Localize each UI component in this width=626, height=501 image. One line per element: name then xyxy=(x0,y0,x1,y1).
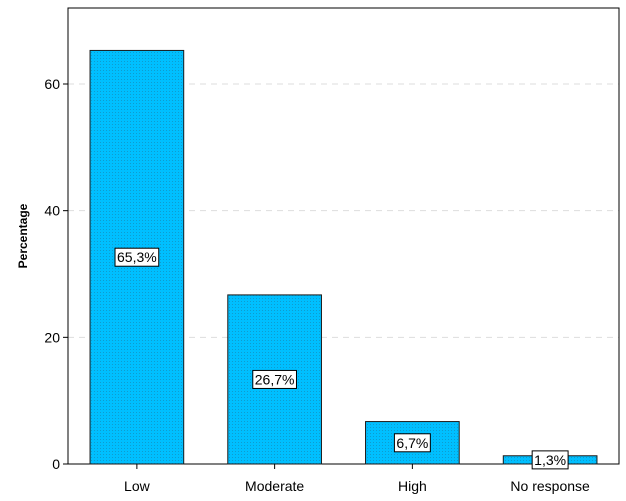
data-label: 1,3% xyxy=(531,450,569,470)
data-label-box xyxy=(393,433,431,453)
x-tick-label: High xyxy=(398,478,427,494)
y-tick-label: 40 xyxy=(44,203,60,219)
data-label-box xyxy=(252,369,297,389)
y-axis-ticks: 0 20 40 60 xyxy=(44,76,68,472)
y-tick-label: 20 xyxy=(44,329,60,345)
data-labels: 65,3% 26,7% 6,7% 1,3% xyxy=(114,247,569,470)
x-axis-ticks: Low Moderate High No response xyxy=(124,464,590,494)
data-label: 65,3% xyxy=(114,247,160,267)
x-tick-label: No response xyxy=(510,478,590,494)
y-tick-label: 0 xyxy=(52,456,60,472)
data-label: 26,7% xyxy=(252,369,297,389)
bars xyxy=(89,49,598,465)
y-tick-label: 60 xyxy=(44,76,60,92)
data-label: 6,7% xyxy=(393,433,431,453)
x-tick-label: Low xyxy=(124,478,151,494)
data-label-text: 1,3% xyxy=(534,452,566,468)
plot-frame xyxy=(67,7,620,465)
data-label-box xyxy=(531,450,569,470)
x-tick-label: Moderate xyxy=(245,478,304,494)
data-label-text: 65,3% xyxy=(117,249,157,265)
data-label-text: 26,7% xyxy=(255,371,295,387)
data-label-text: 6,7% xyxy=(396,435,428,451)
data-label-box xyxy=(114,247,160,267)
y-axis-label: Percentage xyxy=(16,203,30,268)
